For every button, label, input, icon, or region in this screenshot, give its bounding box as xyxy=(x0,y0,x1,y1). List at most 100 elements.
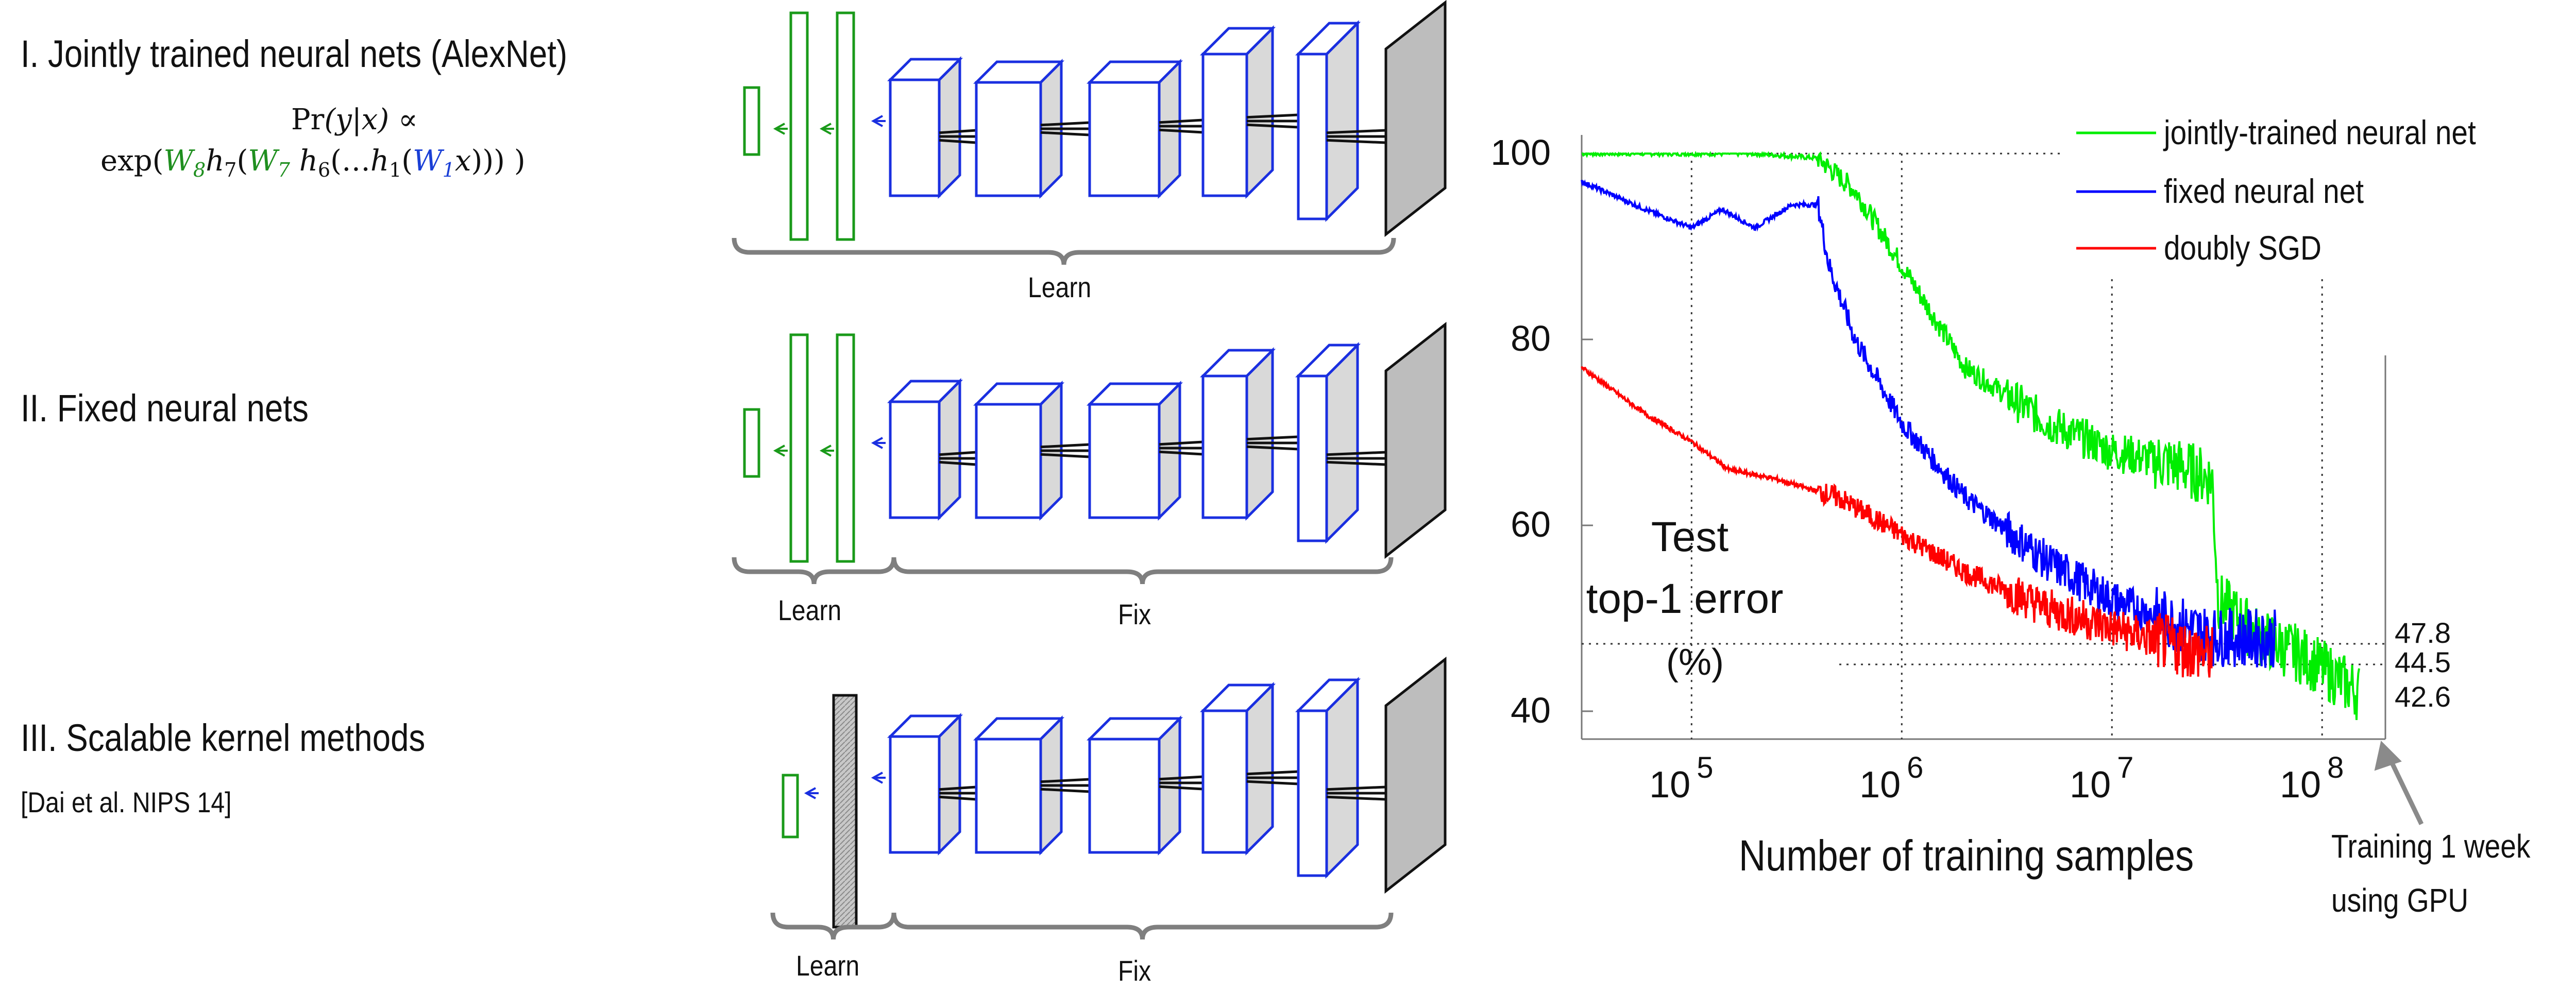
net3-arrow-kernel xyxy=(804,787,819,799)
x-tick-label-1: 10 6 xyxy=(1859,751,1923,806)
formula-dots: … xyxy=(342,144,370,178)
y-tick-label-2: 80 xyxy=(1511,318,1551,358)
legend-label-0: jointly-trained neural net xyxy=(2163,114,2476,152)
x-axis-label: Number of training samples xyxy=(1739,831,2194,880)
net2-arrow-input-path xyxy=(871,437,886,449)
net2-conv-3-front xyxy=(1088,403,1161,519)
net3-kernel-layer xyxy=(832,694,858,929)
net1-arrow-input-path xyxy=(871,115,886,127)
net1-conn-1-line-0 xyxy=(939,129,977,134)
net2-conn-2 xyxy=(1040,443,1090,458)
net2-input-image xyxy=(1384,321,1447,559)
net1-arrow-fc6 xyxy=(773,123,788,135)
net1-conn-5 xyxy=(1326,129,1386,144)
net2-conv-5 xyxy=(1295,341,1361,544)
net2-conv-4 xyxy=(1199,347,1276,521)
note-line-1: using GPU xyxy=(2331,882,2468,919)
net2-conn-1-line-2 xyxy=(939,460,977,466)
net1-conn-4 xyxy=(1246,113,1299,129)
net3-conn-1 xyxy=(939,785,977,801)
net3-conv-4 xyxy=(1199,681,1276,856)
net1-fc-7 xyxy=(836,11,855,241)
series-line-0 xyxy=(1581,150,2360,720)
net1-conv-1-front xyxy=(889,78,941,197)
net1-conn-2-line-0 xyxy=(1040,121,1090,127)
note-line-0: Training 1 week xyxy=(2331,828,2531,865)
formula-x: x xyxy=(454,144,471,178)
net1-conn-3-line-0 xyxy=(1159,118,1204,124)
formula-h6-sub: 6 xyxy=(317,159,331,182)
net1-conn-4-line-2 xyxy=(1246,123,1299,129)
annotation-2: 42.6 xyxy=(2395,680,2451,713)
net1-conn-2 xyxy=(1040,121,1090,136)
legend-label-2: doubly SGD xyxy=(2164,229,2321,267)
net1-conn-4-line-0 xyxy=(1246,113,1299,119)
net3-arrow-kernel-path xyxy=(804,787,819,799)
net3-conn-3-line-0 xyxy=(1159,775,1204,781)
net2-conn-1-line-0 xyxy=(939,451,977,456)
brace-label-fix-2: Fix xyxy=(1118,598,1151,630)
net2-conv-1 xyxy=(887,378,963,521)
section-3-heading: III. Scalable kernel methods xyxy=(21,716,426,759)
net3-output-layer xyxy=(782,774,799,839)
brace-fix-2 xyxy=(891,557,1394,585)
net2-conn-5-line-0 xyxy=(1326,451,1386,456)
net3-conn-1-line-2 xyxy=(939,795,977,801)
section-3-citation: [Dai et al. NIPS 14] xyxy=(21,786,232,818)
y-axis-label-line-1: top-1 error xyxy=(1586,575,1784,622)
network-diagrams xyxy=(732,0,1447,940)
net1-conn-1-line-2 xyxy=(939,139,977,144)
net3-conv-1-front xyxy=(889,735,941,854)
net1-conv-2 xyxy=(973,58,1065,199)
net1-conv-4 xyxy=(1199,25,1276,199)
y-axis-label-line-2: (%) xyxy=(1666,642,1724,683)
net3-arrow-input-path xyxy=(871,772,886,784)
y-axis-label-line-0: Test xyxy=(1651,514,1729,560)
net3-conn-5-line-2 xyxy=(1326,795,1386,801)
net1-arrow-fc7 xyxy=(819,123,834,135)
net3-conv-1 xyxy=(887,712,963,856)
net1-input-image xyxy=(1384,0,1447,237)
net3-conv-2-front xyxy=(975,738,1042,854)
x-tick-label-2: 10 7 xyxy=(2070,751,2133,806)
net1-arrow-fc6-path xyxy=(773,123,788,135)
net3-conn-2-line-0 xyxy=(1040,778,1090,783)
training-week-arrow-shaft xyxy=(2385,754,2424,825)
net2-arrow-input xyxy=(871,437,886,449)
brace-learn-2 xyxy=(732,557,896,585)
net3-conn-1-line-0 xyxy=(939,785,977,791)
x-tick-label-0: 10 5 xyxy=(1649,751,1713,806)
legend-label-1: fixed neural net xyxy=(2164,173,2364,211)
brace-label-learn-3: Learn xyxy=(796,949,860,982)
formula-w8-sub: 8 xyxy=(193,159,206,182)
brace-learn-3 xyxy=(770,912,896,940)
net2-conn-3 xyxy=(1159,440,1204,456)
net2-conv-5-front xyxy=(1297,374,1328,542)
net1-conv-1 xyxy=(887,56,963,199)
net1-arrow-input xyxy=(871,115,886,127)
net2-arrow-fc6-path xyxy=(773,444,788,457)
training-week-arrow xyxy=(2374,740,2424,825)
y-tick-label-1: 60 xyxy=(1511,504,1551,544)
net2-conn-4-line-2 xyxy=(1246,445,1299,451)
net3-conv-4-front xyxy=(1201,709,1248,854)
net2-output-layer xyxy=(743,408,760,478)
formula-w7: W xyxy=(248,144,278,178)
brace-fix-3 xyxy=(891,912,1394,940)
y-tick-label-0: 40 xyxy=(1511,690,1551,730)
net2-conn-2-line-0 xyxy=(1040,443,1090,449)
formula-w1-sub: 1 xyxy=(442,159,455,182)
net2-arrow-fc6 xyxy=(773,444,788,457)
annotation-1: 44.5 xyxy=(2395,646,2451,678)
formula-h1-sub: 1 xyxy=(389,159,402,182)
net1-output-layer xyxy=(743,86,760,156)
net3-conn-2-line-2 xyxy=(1040,788,1090,793)
net3-arrow-input xyxy=(871,772,886,784)
net2-conn-5-line-2 xyxy=(1326,460,1386,466)
net2-conv-2 xyxy=(973,380,1065,521)
brace-label-learn-1: Learn xyxy=(1028,271,1092,303)
net3-conn-4-line-0 xyxy=(1246,770,1299,776)
formula-args: (y|x) xyxy=(324,103,389,136)
net3-conn-2 xyxy=(1040,778,1090,793)
